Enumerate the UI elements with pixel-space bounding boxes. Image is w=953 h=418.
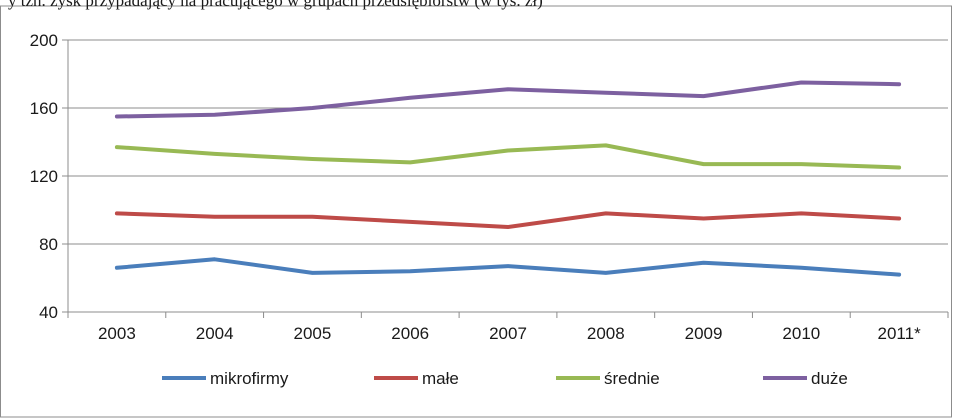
x-tick-label: 2008 [587,324,625,343]
x-tick-label: 2005 [294,324,332,343]
y-tick-label: 160 [30,99,58,118]
legend-label: średnie [604,369,660,388]
legend: mikrofirmy małe średnie duże [162,369,848,388]
x-tick-label: 2010 [782,324,820,343]
gridlines [68,39,948,245]
y-tick-label: 120 [30,167,58,186]
series-line-małe [114,211,902,229]
x-tick-label: 2006 [391,324,429,343]
y-tick-label: 40 [39,303,58,322]
axes: 40 80 120 160 200 2003 2004 2005 2006 2007 2008 200… [30,31,949,343]
series-lines [114,80,902,277]
x-tick-label: 2003 [98,324,136,343]
series-line-średnie [114,143,902,170]
legend-label: mikrofirmy [210,369,289,388]
x-tick-label: 2004 [196,324,234,343]
y-tick-label: 80 [39,235,58,254]
x-tick-label: 2011* [878,324,922,343]
series-line-duże [114,80,902,119]
legend-label: duże [811,369,848,388]
caption-text: y tzn. zysk przypadający na pracującego … [8,0,543,10]
y-tick-label: 200 [30,31,58,50]
chart-frame [0,5,952,418]
series-line-mikrofirmy [114,257,902,277]
legend-label: małe [422,369,459,388]
x-tick-label: 2009 [685,324,723,343]
x-tick-label: 2007 [489,324,527,343]
